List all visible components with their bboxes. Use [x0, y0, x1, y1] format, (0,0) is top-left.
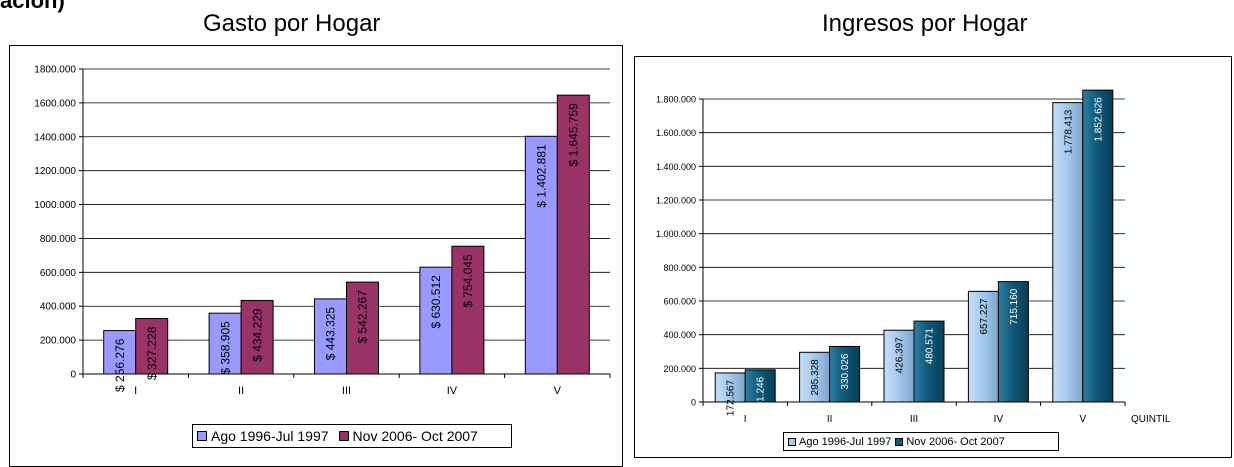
y-tick-label: 1.600.000	[656, 128, 696, 138]
data-label: $ 630.512	[429, 275, 443, 329]
y-tick-label: 1.400.000	[656, 162, 696, 172]
y-tick-label: 1.200.000	[656, 196, 696, 206]
y-tick-label: 1.000.000	[656, 229, 696, 239]
data-label: $ 542.267	[356, 290, 370, 344]
data-label: $ 443.325	[324, 307, 338, 361]
x-axis-title: QUINTIL	[1131, 414, 1171, 425]
data-label: 172.567	[726, 380, 737, 417]
legend-gasto: Ago 1996-Jul 1997 Nov 2006- Oct 2007	[192, 424, 512, 448]
y-tick-label: 0	[691, 398, 696, 408]
y-tick-label: 1600.000	[34, 98, 76, 109]
y-tick-label: 400.000	[663, 330, 696, 340]
y-tick-label: 600.000	[663, 297, 696, 307]
data-label: 657.227	[979, 298, 990, 335]
data-label: 330.026	[840, 353, 851, 390]
x-tick-label: III	[910, 414, 918, 425]
legend-swatch-2	[338, 431, 349, 441]
y-tick-label: 800.000	[40, 234, 77, 245]
bar-2	[913, 320, 945, 403]
header-fragment: ación)	[0, 0, 65, 13]
legend-label-1: Ago 1996-Jul 1997	[799, 435, 892, 448]
y-tick-label: 200.000	[40, 336, 77, 347]
y-tick-label: 1200.000	[34, 166, 76, 177]
y-tick-label: 1800.000	[34, 65, 76, 76]
y-tick-label: 600.000	[40, 268, 77, 279]
x-tick-label: II	[827, 414, 833, 425]
bar-2	[451, 245, 485, 375]
data-label: 295.328	[810, 359, 821, 396]
data-label: $ 434.229	[250, 308, 264, 362]
data-label: $ 327.228	[145, 326, 159, 380]
bar-2	[135, 318, 169, 375]
bar-2	[997, 281, 1029, 403]
chart-panel-ingresos: 0 200.000 400.000 600.000 800.000 1.000.000 1.…	[634, 56, 1232, 458]
data-label: $ 256.276	[113, 338, 127, 392]
legend-item-2: Nov 2006- Oct 2007	[895, 435, 1005, 448]
legend-label-1: Ago 1996-Jul 1997	[211, 428, 329, 444]
bar-1	[883, 329, 915, 403]
y-tick-label: 1.800.000	[656, 95, 696, 105]
data-label: 191.246	[756, 376, 767, 413]
bar-2	[240, 299, 274, 375]
bar-1	[419, 266, 453, 375]
x-tick-label: IV	[994, 414, 1004, 425]
legend-item-2: Nov 2006- Oct 2007	[338, 428, 478, 444]
bar-2	[556, 94, 590, 375]
chart-ingresos-svg: 0 200.000 400.000 600.000 800.000 1.000.000 1.…	[656, 89, 1171, 425]
x-tick-label: IV	[447, 385, 458, 397]
y-tick-label: 0	[70, 370, 76, 381]
bar-2	[744, 369, 776, 403]
x-tick-label: V	[1079, 414, 1086, 425]
data-label: 1.778.413	[1063, 109, 1074, 154]
legend-swatch-1	[788, 437, 796, 446]
data-label: $ 754.045	[461, 254, 475, 308]
data-label: 426.397	[895, 337, 906, 374]
x-tick-label: III	[342, 385, 351, 397]
y-tick-label: 400.000	[40, 302, 77, 313]
data-label: $ 358.905	[218, 321, 232, 375]
bar-2	[1082, 89, 1114, 403]
data-label: $ 1.645.759	[567, 103, 581, 167]
legend-swatch-2	[895, 437, 904, 446]
legend-item-1: Ago 1996-Jul 1997	[197, 428, 329, 444]
bar-2	[829, 345, 861, 403]
data-label: 1.852.626	[1093, 97, 1104, 142]
x-tick-label: V	[554, 385, 562, 397]
chart-title-gasto: Gasto por Hogar	[203, 10, 381, 37]
bar-1	[714, 372, 746, 403]
bar-1	[314, 298, 347, 375]
data-label: 715.160	[1009, 288, 1020, 325]
data-label: 480.571	[925, 328, 936, 365]
bar-1	[1052, 102, 1084, 403]
chart-gasto-svg: 0 200.000 400.000 600.000 800.000 1000.000 120…	[34, 65, 611, 397]
y-tick-label: 800.000	[663, 263, 696, 273]
x-tick-label: I	[134, 385, 137, 397]
legend-label-2: Nov 2006- Oct 2007	[906, 435, 1005, 448]
legend-swatch-1	[197, 431, 207, 441]
chart-panel-gasto: 0 200.000 400.000 600.000 800.000 1000.000 120…	[9, 45, 623, 467]
x-tick-label: II	[238, 385, 244, 397]
data-label: $ 1.402.881	[535, 144, 549, 208]
y-tick-label: 1000.000	[34, 200, 76, 211]
chart-title-ingresos: Ingresos por Hogar	[822, 10, 1028, 37]
legend-label-2: Nov 2006- Oct 2007	[352, 428, 478, 444]
bar-1	[524, 135, 558, 375]
y-tick-label: 200.000	[663, 364, 696, 374]
legend-item-1: Ago 1996-Jul 1997	[788, 436, 891, 448]
legend-ingresos: Ago 1996-Jul 1997 Nov 2006- Oct 2007	[783, 432, 1059, 451]
bar-1	[208, 312, 242, 375]
bar-2	[346, 281, 379, 375]
y-tick-label: 1400.000	[34, 132, 76, 143]
x-tick-label: I	[744, 414, 747, 425]
